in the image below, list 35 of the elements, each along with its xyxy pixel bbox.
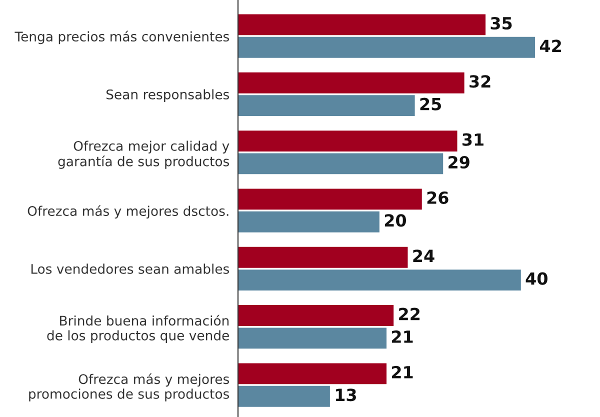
bar (238, 153, 444, 174)
data-label: 40 (526, 272, 548, 285)
bar (238, 188, 422, 210)
bar (238, 328, 387, 349)
data-label: 26 (427, 191, 448, 204)
data-label: 22 (399, 308, 420, 320)
y-tick-label: Los vendedores sean amables (31, 264, 230, 274)
bar (238, 246, 408, 268)
bar (238, 270, 521, 291)
data-label: 29 (448, 156, 470, 169)
data-label: 32 (470, 75, 490, 88)
bar (238, 72, 464, 94)
y-tick-label: Ofrezca mejor calidad y garantía de sus productos (58, 140, 230, 169)
data-label: 24 (413, 250, 434, 262)
bar (238, 211, 380, 232)
y-tick-label: Tenga precios más convenientes (14, 30, 230, 44)
data-label: 42 (540, 40, 561, 52)
y-tick-label: Sean responsables (106, 89, 230, 102)
data-label: 31 (462, 133, 484, 146)
bar (238, 130, 458, 152)
data-label: 25 (420, 98, 442, 110)
bar (238, 14, 486, 36)
y-tick-label: Ofrezca más y mejores dsctos. (28, 205, 228, 219)
data-label: 13 (336, 388, 356, 402)
y-tick-label: Ofrezca más y mejores promociones de sus productos (29, 373, 230, 402)
data-label: 21 (392, 330, 413, 343)
bar (238, 386, 330, 407)
bar (238, 363, 387, 384)
bar (238, 305, 394, 326)
bar (238, 36, 536, 58)
y-tick-label: Brinde buena información de los productos que vende (47, 314, 229, 343)
data-label: 35 (490, 16, 512, 30)
bar (238, 95, 415, 116)
data-label: 20 (384, 214, 406, 227)
data-label: 21 (392, 366, 413, 378)
